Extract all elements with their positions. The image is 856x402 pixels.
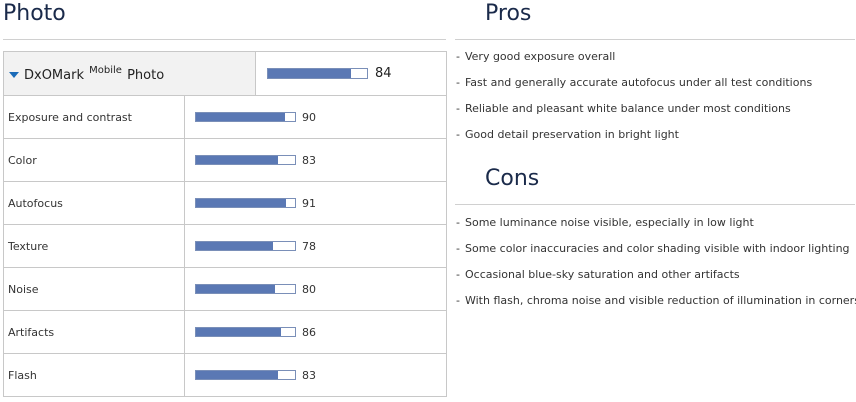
pros-list: - Very good exposure overall - Fast and gen… — [456, 50, 812, 154]
subscore-bar — [195, 198, 296, 208]
overall-score-bar-fill — [268, 69, 352, 78]
cons-heading: Cons — [485, 166, 540, 191]
subscore-bar — [195, 112, 296, 122]
brand-superscript: Mobile — [89, 64, 122, 76]
subscore-cell: 83 — [185, 139, 446, 181]
overall-row: DxOMark Mobile Photo 84 — [4, 52, 446, 96]
subscore-label: Autofocus — [4, 182, 185, 224]
cons-item: - Occasional blue-sky saturation and othe… — [456, 268, 856, 294]
bullet-dash: - — [456, 128, 460, 141]
subscore-label: Texture — [4, 225, 185, 267]
photo-heading: Photo — [3, 1, 66, 26]
bullet-dash: - — [456, 76, 460, 89]
pros-item-text: Fast and generally accurate autofocus un… — [464, 76, 813, 89]
subscore-bar — [195, 241, 296, 251]
overall-category: Photo — [127, 67, 165, 83]
pros-item: - Very good exposure overall — [456, 50, 812, 76]
overall-score-value: 84 — [375, 66, 392, 81]
subscore-bar-fill — [196, 328, 282, 336]
cons-item: - Some luminance noise visible, especiall… — [456, 216, 856, 242]
score-table: DxOMark Mobile Photo 84 Exposure and con… — [3, 51, 447, 397]
overall-title: DxOMark Mobile Photo — [24, 65, 164, 83]
subscore-value: 83 — [302, 368, 316, 382]
overall-score-cell: 84 — [256, 52, 446, 95]
bullet-dash: - — [456, 216, 460, 229]
subscore-bar — [195, 327, 296, 337]
subscore-row: Color 83 — [4, 139, 446, 182]
subscore-row: Autofocus 91 — [4, 182, 446, 225]
photo-divider — [3, 39, 446, 40]
pros-heading: Pros — [485, 1, 532, 26]
cons-divider — [455, 204, 855, 205]
subscore-list: Exposure and contrast 90 Color 83 Autofocus 9… — [4, 96, 446, 396]
subscore-value: 80 — [302, 282, 316, 296]
pros-divider — [455, 39, 855, 40]
bullet-dash: - — [456, 50, 460, 63]
subscore-label: Color — [4, 139, 185, 181]
pros-item-text: Very good exposure overall — [464, 50, 616, 63]
cons-item: - Some color inaccuracies and color shadi… — [456, 242, 856, 268]
overall-score-bar — [267, 68, 368, 79]
cons-item-text: With flash, chroma noise and visible red… — [464, 294, 856, 307]
subscore-cell: 83 — [185, 354, 446, 396]
brand-name: DxOMark — [24, 67, 84, 83]
pros-item-text: Good detail preservation in bright light — [464, 128, 679, 141]
subscore-cell: 91 — [185, 182, 446, 224]
subscore-cell: 80 — [185, 268, 446, 310]
pros-item-text: Reliable and pleasant white balance unde… — [464, 102, 791, 115]
subscore-row: Noise 80 — [4, 268, 446, 311]
subscore-bar-fill — [196, 285, 276, 293]
cons-item: - With flash, chroma noise and visible re… — [456, 294, 856, 320]
subscore-bar-fill — [196, 156, 279, 164]
subscore-bar — [195, 284, 296, 294]
subscore-cell: 86 — [185, 311, 446, 353]
subscore-label: Artifacts — [4, 311, 185, 353]
subscore-bar-fill — [196, 371, 279, 379]
subscore-bar-fill — [196, 199, 287, 207]
subscore-bar — [195, 370, 296, 380]
caret-down-icon[interactable] — [9, 71, 19, 78]
subscore-value: 78 — [302, 239, 316, 253]
subscore-bar — [195, 155, 296, 165]
pros-item: - Fast and generally accurate autofocus u… — [456, 76, 812, 102]
pros-item: - Good detail preservation in bright ligh… — [456, 128, 812, 154]
subscore-label: Noise — [4, 268, 185, 310]
subscore-cell: 78 — [185, 225, 446, 267]
subscore-row: Texture 78 — [4, 225, 446, 268]
overall-expand-toggle[interactable]: DxOMark Mobile Photo — [4, 52, 256, 95]
subscore-value: 91 — [302, 196, 316, 210]
bullet-dash: - — [456, 242, 460, 255]
subscore-row: Flash 83 — [4, 354, 446, 396]
cons-item-text: Some luminance noise visible, especially… — [464, 216, 754, 229]
cons-item-text: Some color inaccuracies and color shadin… — [464, 242, 850, 255]
subscore-label: Exposure and contrast — [4, 96, 185, 138]
subscore-value: 83 — [302, 153, 316, 167]
subscore-label: Flash — [4, 354, 185, 396]
bullet-dash: - — [456, 102, 460, 115]
bullet-dash: - — [456, 294, 460, 307]
subscore-value: 86 — [302, 325, 316, 339]
subscore-row: Artifacts 86 — [4, 311, 446, 354]
cons-item-text: Occasional blue-sky saturation and other… — [464, 268, 740, 281]
cons-list: - Some luminance noise visible, especiall… — [456, 216, 856, 320]
bullet-dash: - — [456, 268, 460, 281]
subscore-cell: 90 — [185, 96, 446, 138]
subscore-bar-fill — [196, 242, 274, 250]
pros-item: - Reliable and pleasant white balance und… — [456, 102, 812, 128]
subscore-row: Exposure and contrast 90 — [4, 96, 446, 139]
subscore-bar-fill — [196, 113, 286, 121]
subscore-value: 90 — [302, 110, 316, 124]
